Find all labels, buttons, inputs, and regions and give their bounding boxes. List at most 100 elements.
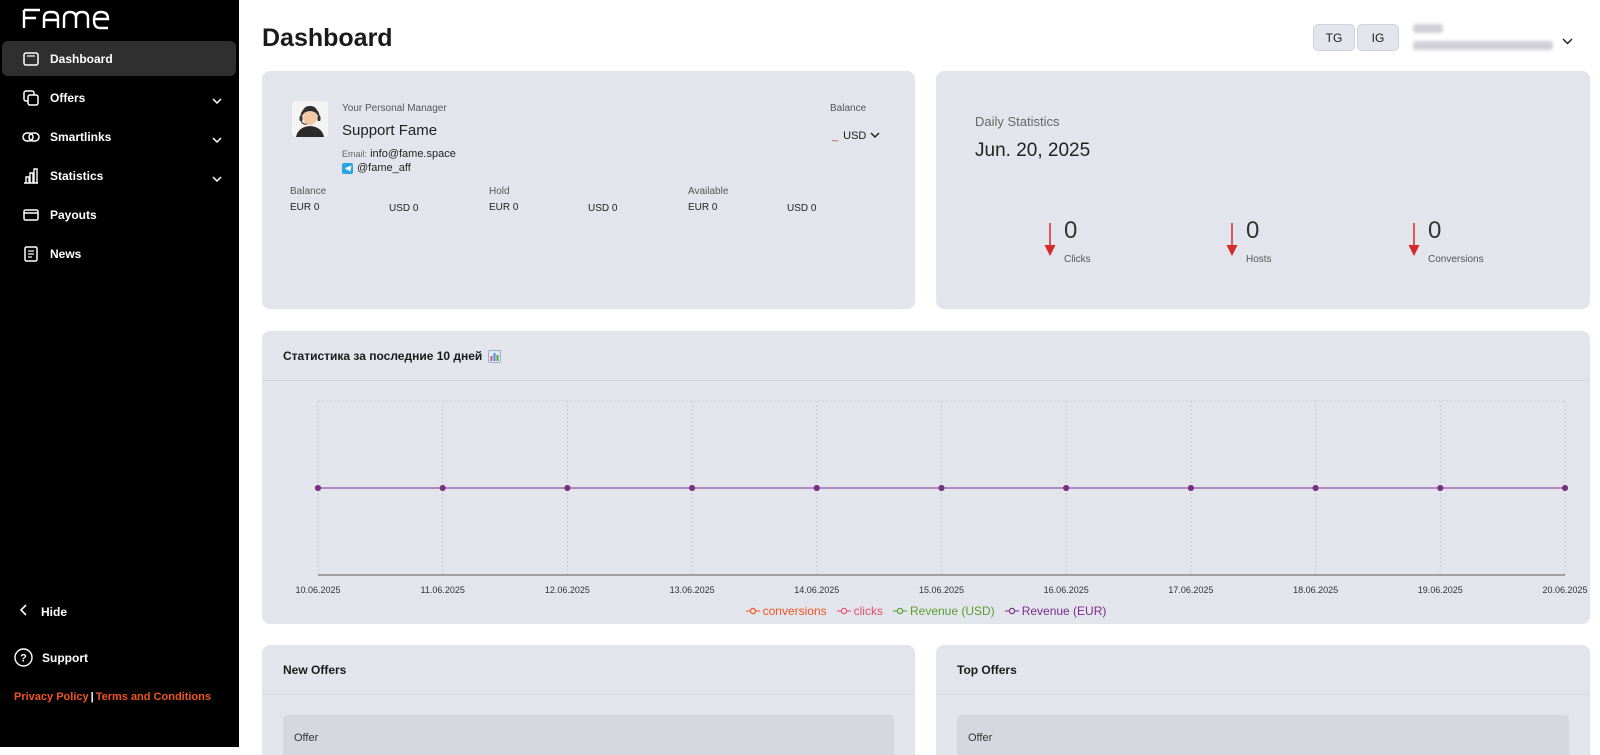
chart-title-text: Статистика за последние 10 дней (283, 349, 483, 363)
balance-col-value: USD 0 (389, 203, 419, 214)
sidebar-item-statistics[interactable]: Statistics (2, 158, 236, 193)
top-offers-divider (936, 694, 1590, 695)
support-label: Support (42, 650, 88, 665)
available-col-value: USD 0 (787, 203, 817, 214)
sidebar-item-offers[interactable]: Offers (2, 80, 236, 115)
new-offers-card: New Offers Offer (262, 645, 915, 755)
column-header-offer[interactable]: Offer (968, 732, 993, 744)
x-tick-label: 12.06.2025 (545, 585, 590, 595)
manager-email[interactable]: info@fame.space (370, 148, 456, 160)
stat-value: 0 (1064, 217, 1078, 244)
manager-telegram: @fame_aff (357, 162, 411, 174)
manager-avatar (292, 101, 328, 137)
x-tick-label: 14.06.2025 (794, 585, 839, 595)
manager-card: Your Personal Manager Support Fame Email… (262, 71, 915, 309)
legend-item[interactable]: Revenue (USD) (892, 604, 995, 618)
sidebar-item-label: Dashboard (50, 51, 113, 66)
chart-icon (22, 167, 40, 185)
manager-telegram-row[interactable]: @fame_aff (342, 162, 411, 174)
sidebar-item-smartlinks[interactable]: Smartlinks (2, 119, 236, 154)
chevron-down-icon[interactable] (212, 169, 222, 187)
balance-col-header: Balance (290, 186, 327, 197)
social-buttons: TG IG (1313, 24, 1401, 51)
balance-col-value: EUR 0 (290, 202, 320, 213)
ig-button[interactable]: IG (1357, 24, 1399, 51)
data-point (938, 485, 945, 491)
legend-item[interactable]: clicks (836, 604, 883, 618)
chevron-left-icon (19, 604, 27, 619)
legend-item[interactable]: conversions (745, 604, 827, 618)
legend-label: Revenue (EUR) (1021, 604, 1107, 618)
legend-marker-icon (836, 607, 851, 615)
hide-sidebar-button[interactable]: Hide (14, 604, 67, 619)
currency-select[interactable]: _ USD (832, 130, 880, 142)
dashboard-icon (22, 50, 40, 68)
manager-email-row: Email: info@fame.space (342, 148, 456, 160)
page-title: Dashboard (262, 24, 393, 52)
arrow-down-icon (1408, 223, 1420, 262)
user-menu[interactable] (1413, 22, 1553, 56)
manager-name: Support Fame (342, 122, 438, 139)
top-offers-card: Top Offers Offer (936, 645, 1590, 755)
x-tick-label: 17.06.2025 (1168, 585, 1213, 595)
chevron-down-icon[interactable] (1562, 32, 1573, 50)
telegram-icon (342, 162, 353, 174)
daily-statistics-card: Daily Statistics Jun. 20, 2025 0 Clicks … (936, 71, 1590, 309)
fame-logo-mark (22, 8, 110, 30)
legend-item[interactable]: Revenue (EUR) (1004, 604, 1107, 618)
data-point (1312, 485, 1319, 491)
data-point (813, 485, 820, 491)
x-tick-label: 16.06.2025 (1044, 585, 1089, 595)
x-tick-label: 15.06.2025 (919, 585, 964, 595)
sidebar-item-label: Offers (50, 90, 86, 105)
tg-button[interactable]: TG (1313, 24, 1355, 51)
chart-title: Статистика за последние 10 дней (283, 349, 502, 363)
daily-statistics-label: Daily Statistics (975, 114, 1060, 129)
sidebar-item-news[interactable]: News (2, 236, 236, 271)
line-chart: 10.06.2025 11.06.2025 12.06.2025 13.06.2025… (295, 400, 1588, 595)
hold-col: USD 0 (588, 198, 617, 214)
chevron-down-icon[interactable] (212, 130, 222, 148)
terms-link[interactable]: Terms and Conditions (95, 691, 211, 703)
sidebar-item-dashboard[interactable]: Dashboard (2, 41, 236, 76)
chevron-down-icon[interactable] (212, 91, 222, 109)
user-email-redacted (1413, 41, 1553, 50)
available-col-header: Available (688, 186, 729, 197)
stat-label: Clicks (1064, 254, 1091, 265)
offers-icon (22, 89, 40, 107)
top-offers-title: Top Offers (957, 663, 1017, 677)
legend-marker-icon (892, 607, 907, 615)
user-name-redacted (1413, 24, 1443, 33)
chart-card: Статистика за последние 10 дней 10.06.20… (262, 331, 1590, 624)
available-col-value: EUR 0 (688, 202, 718, 213)
data-point (1187, 485, 1194, 491)
email-label: Email: (342, 149, 368, 159)
new-offers-table-header: Offer (283, 715, 894, 755)
privacy-policy-link[interactable]: Privacy Policy (14, 691, 89, 703)
sidebar-item-label: Smartlinks (50, 129, 112, 144)
data-point (1063, 485, 1070, 491)
news-icon (22, 245, 40, 263)
x-tick-label: 10.06.2025 (295, 585, 340, 595)
sidebar-nav: Dashboard Offers Smartlinks Statistic (2, 41, 236, 275)
sidebar-item-payouts[interactable]: Payouts (2, 197, 236, 232)
x-tick-label: 18.06.2025 (1293, 585, 1338, 595)
legend-label: Revenue (USD) (909, 604, 995, 618)
sidebar-item-label: Payouts (50, 207, 97, 222)
chart-legend: conversions clicks Revenue (USD) Revenue (E… (262, 604, 1590, 618)
balance-col: USD 0 (389, 198, 418, 214)
stat-value: 0 (1246, 217, 1260, 244)
sidebar-item-label: Statistics (50, 168, 104, 183)
balance-value: _ (832, 130, 839, 142)
x-tick-label: 19.06.2025 (1418, 585, 1463, 595)
available-col: USD 0 (787, 198, 816, 214)
help-icon: ? (14, 648, 33, 667)
fame-logo[interactable] (22, 6, 118, 37)
support-button[interactable]: ? Support (14, 648, 88, 667)
hold-col-value: USD 0 (588, 203, 618, 214)
arrow-down-icon (1044, 223, 1056, 262)
legend-label: conversions (762, 604, 827, 618)
column-header-offer[interactable]: Offer (294, 732, 319, 744)
balance-col: Balance EUR 0 (290, 186, 326, 213)
x-tick-label: 11.06.2025 (421, 585, 465, 595)
